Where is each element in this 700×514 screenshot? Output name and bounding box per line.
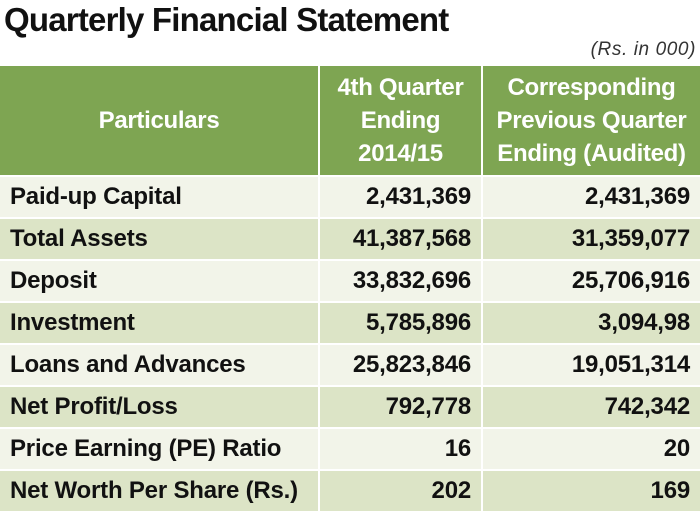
- row-label: Net Worth Per Share (Rs.): [0, 469, 320, 511]
- table-row: Price Earning (PE) Ratio 16 20: [0, 427, 700, 470]
- row-current-value: 5,785,896: [319, 301, 483, 344]
- row-previous-value: 2,431,369: [482, 175, 700, 218]
- header-previous-line-2: Previous Quarter: [496, 107, 687, 134]
- row-label: Paid-up Capital: [0, 175, 320, 218]
- header-current-line-1: 4th Quarter: [337, 74, 464, 101]
- table-row: Net Profit/Loss 792,778 742,342: [0, 385, 700, 428]
- row-previous-value: 19,051,314: [482, 343, 700, 386]
- table-row: Investment 5,785,896 3,094,98: [0, 301, 700, 344]
- header-previous-line-3: Ending (Audited): [497, 140, 686, 167]
- row-current-value: 33,832,696: [319, 259, 483, 302]
- header-current-line-2: Ending: [360, 107, 441, 134]
- table-row: Loans and Advances 25,823,846 19,051,314: [0, 343, 700, 386]
- table-row: Total Assets 41,387,568 31,359,077: [0, 217, 700, 260]
- row-previous-value: 25,706,916: [482, 259, 700, 302]
- row-label: Investment: [0, 301, 320, 344]
- row-label: Price Earning (PE) Ratio: [0, 427, 320, 470]
- row-current-value: 41,387,568: [319, 217, 483, 260]
- row-previous-value: 3,094,98: [482, 301, 700, 344]
- row-previous-value: 169: [482, 469, 700, 511]
- row-previous-value: 742,342: [482, 385, 700, 428]
- row-label: Total Assets: [0, 217, 320, 260]
- table-row: Paid-up Capital 2,431,369 2,431,369: [0, 175, 700, 218]
- header-current-line-3: 2014/15: [358, 140, 443, 167]
- table-header-row: Particulars 4th Quarter Ending 2014/15 C…: [0, 66, 700, 176]
- header-particulars: Particulars: [0, 66, 320, 176]
- row-current-value: 25,823,846: [319, 343, 483, 386]
- units-note: (Rs. in 000): [590, 39, 696, 60]
- row-label: Deposit: [0, 259, 320, 302]
- page-title: Quarterly Financial Statement: [4, 1, 449, 38]
- table-row: Net Worth Per Share (Rs.) 202 169: [0, 469, 700, 511]
- row-label: Net Profit/Loss: [0, 385, 320, 428]
- row-label: Loans and Advances: [0, 343, 320, 386]
- row-previous-value: 20: [482, 427, 700, 470]
- row-current-value: 2,431,369: [319, 175, 483, 218]
- header-previous-quarter: Corresponding Previous Quarter Ending (A…: [482, 66, 700, 176]
- header-particulars-label: Particulars: [98, 107, 220, 134]
- row-previous-value: 31,359,077: [482, 217, 700, 260]
- financial-statement-table: Particulars 4th Quarter Ending 2014/15 C…: [0, 66, 700, 511]
- row-current-value: 16: [319, 427, 483, 470]
- header-current-quarter: 4th Quarter Ending 2014/15: [319, 66, 483, 176]
- header-previous-line-1: Corresponding: [507, 74, 676, 101]
- row-current-value: 792,778: [319, 385, 483, 428]
- table-row: Deposit 33,832,696 25,706,916: [0, 259, 700, 302]
- row-current-value: 202: [319, 469, 483, 511]
